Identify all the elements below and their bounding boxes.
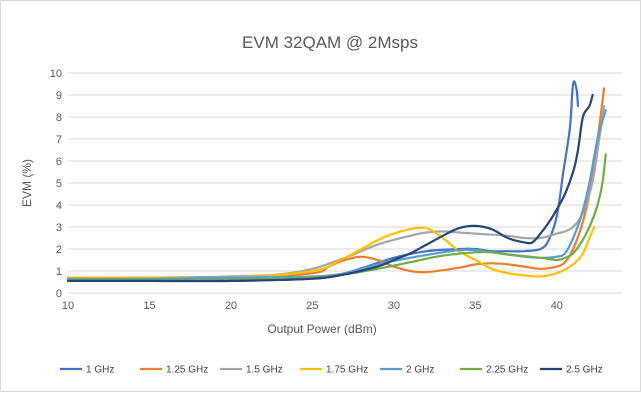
series-line-1-25-ghz <box>66 87 606 281</box>
series-line-1-75-ghz <box>66 225 596 280</box>
y-tick-label: 9 <box>56 90 62 102</box>
y-tick-label: 3 <box>56 222 62 234</box>
legend-label: 1.75 GHz <box>326 365 368 376</box>
x-tick-label: 10 <box>62 300 74 312</box>
y-tick-label: 4 <box>56 200 62 212</box>
legend: 1 GHz 1.25 GHz 1.5 GHz 1.75 GHz 2 GHz 2.25 GH… <box>60 365 603 376</box>
legend-label: 1 GHz <box>86 365 114 376</box>
x-tick-label: 35 <box>469 300 481 312</box>
x-tick-label: 20 <box>225 300 237 312</box>
y-tick-label: 1 <box>56 266 62 278</box>
y-tick-label: 0 <box>56 288 62 300</box>
legend-label: 2.25 GHz <box>486 365 528 376</box>
x-tick-label: 30 <box>388 300 400 312</box>
y-tick-label: 2 <box>56 244 62 256</box>
series-line-2-25-ghz <box>66 153 607 282</box>
y-tick-label: 5 <box>56 178 62 190</box>
y-tick-label: 10 <box>50 68 62 80</box>
y-axis-title: EVM (%) <box>20 159 34 207</box>
x-axis-title: Output Power (dBm) <box>267 322 376 336</box>
x-tick-label: 25 <box>306 300 318 312</box>
y-tick-label: 6 <box>56 156 62 168</box>
legend-label: 2 GHz <box>406 365 434 376</box>
x-tick-label: 40 <box>551 300 563 312</box>
gridlines <box>68 72 622 294</box>
y-tick-label: 7 <box>56 134 62 146</box>
y-tick-label: 8 <box>56 112 62 124</box>
x-tick-label: 15 <box>143 300 155 312</box>
legend-label: 1.25 GHz <box>166 365 208 376</box>
tick-labels: 0 1 2 3 4 5 6 7 8 9 10 10 15 20 25 30 35 40 <box>50 68 563 312</box>
legend-label: 2.5 GHz <box>566 365 603 376</box>
legend-label: 1.5 GHz <box>246 365 283 376</box>
series-line-2-5-ghz <box>66 93 594 283</box>
chart-title: EVM 32QAM @ 2Msps <box>242 33 418 52</box>
series-line-2-ghz <box>66 109 607 280</box>
series-lines <box>66 80 607 283</box>
